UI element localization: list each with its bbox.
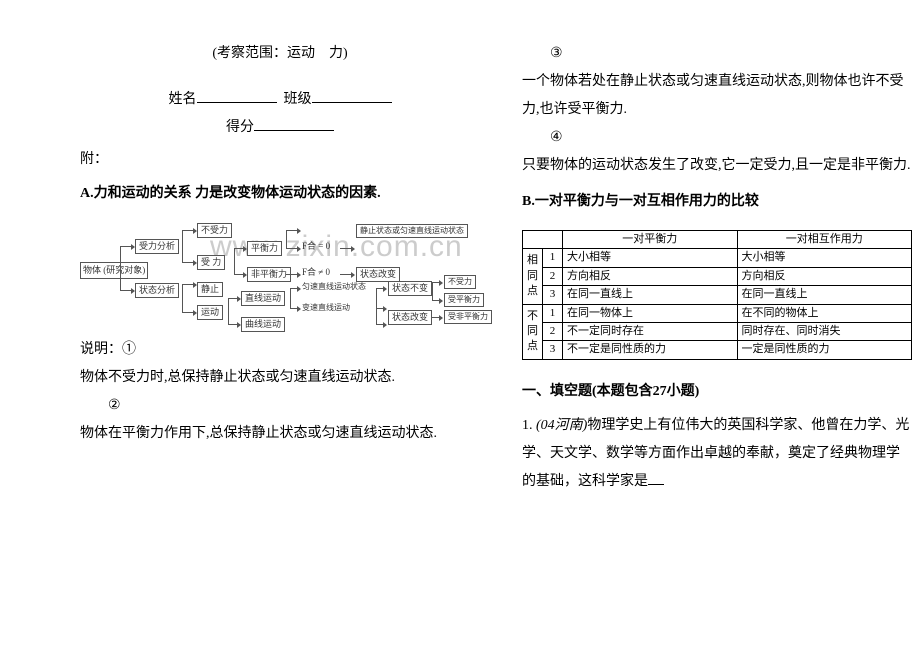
d-rr1: 不受力 (444, 275, 476, 289)
d-r1: 静止状态或匀速直线运动状态 (356, 224, 468, 238)
table-row: 3 不一定是同性质的力 一定是同性质的力 (523, 341, 912, 359)
table-row: 2 方向相反 方向相反 (523, 267, 912, 285)
d-b1b1: 平衡力 (247, 241, 282, 256)
diagram-root: 物体 (研究对象) (80, 262, 148, 279)
note-m4: ④ (522, 124, 912, 152)
th-a: 一对平衡力 (563, 231, 738, 249)
q1-prefix: 1. (522, 418, 536, 433)
th-blank (523, 231, 563, 249)
group-same: 相同点 (523, 249, 543, 304)
concept-diagram: www.zixin.com.cn 物体 (研究对象) 受力分析 状态分析 不受力… (80, 222, 480, 332)
score-label: 得分 (226, 120, 254, 135)
table-row: 相同点 1 大小相等 大小相等 (523, 249, 912, 267)
d-b2b1b: 变速直线运动 (302, 304, 350, 313)
d-b2b2: 曲线运动 (241, 317, 285, 332)
table-row: 一对平衡力 一对相互作用力 (523, 231, 912, 249)
exam-scope: (考察范围：运动 力) (80, 40, 480, 68)
section-1-title: 一、填空题(本题包含27小题) (522, 378, 912, 406)
d-b1b: 受 力 (197, 255, 225, 270)
class-blank (312, 86, 392, 103)
section-a-title: A.力和运动的关系 力是改变物体运动状态的因素. (80, 180, 480, 208)
right-column: ③ 一个物体若处在静止状态或匀速直线运动状态,则物体也许不受力,也许受平衡力. … (522, 40, 912, 631)
d-rr2: 受平衡力 (444, 293, 484, 307)
q1-source: (04河南) (536, 418, 587, 433)
d-r2: 状态改变 (356, 267, 400, 282)
left-column: (考察范围：运动 力) 姓名 班级 得分 附： A.力和运动的关系 力是改变物体… (80, 40, 480, 631)
name-class-line: 姓名 班级 (80, 86, 480, 114)
group-diff: 不同点 (523, 304, 543, 359)
note-3: 一个物体若处在静止状态或匀速直线运动状态,则物体也许不受力,也许受平衡力. (522, 68, 912, 124)
d-fb0: F合 = 0 (302, 242, 330, 252)
note-m3: ③ (522, 40, 912, 68)
table-row: 不同点 1 在同一物体上 在不同的物体上 (523, 304, 912, 322)
section-b-title: B.一对平衡力与一对互相作用力的比较 (522, 188, 912, 216)
attach-label: 附： (80, 146, 480, 174)
d-b2b1: 直线运动 (241, 291, 285, 306)
page-root: (考察范围：运动 力) 姓名 班级 得分 附： A.力和运动的关系 力是改变物体… (0, 0, 920, 651)
d-rr3: 受非平衡力 (444, 310, 492, 324)
d-b1a: 不受力 (197, 223, 232, 238)
d-b1: 受力分析 (135, 239, 179, 254)
th-b: 一对相互作用力 (737, 231, 912, 249)
note-2: 物体在平衡力作用下,总保持静止状态或匀速直线运动状态. (80, 420, 480, 448)
question-1: 1. (04河南)物理学史上有位伟大的英国科学家、他曾在力学、光学、天文学、数学… (522, 412, 912, 496)
q1-blank (648, 468, 664, 485)
table-row: 3 在同一直线上 在同一直线上 (523, 286, 912, 304)
note-m2: ② (80, 392, 480, 420)
d-b1b2: 非平衡力 (247, 267, 291, 282)
comparison-table: 一对平衡力 一对相互作用力 相同点 1 大小相等 大小相等 2 方向相反 方向相… (522, 230, 912, 360)
d-r3b: 状态改变 (388, 310, 432, 325)
d-fbn: F合 ≠ 0 (302, 268, 330, 278)
d-b2b: 运动 (197, 305, 223, 320)
class-label: 班级 (284, 92, 312, 107)
d-b2: 状态分析 (135, 283, 179, 298)
note-4: 只要物体的运动状态发生了改变,它一定受力,且一定是非平衡力. (522, 152, 912, 180)
score-line: 得分 (80, 114, 480, 142)
note-1: 物体不受力时,总保持静止状态或匀速直线运动状态. (80, 364, 480, 392)
d-b2a: 静止 (197, 282, 223, 297)
name-blank (197, 86, 277, 103)
name-label: 姓名 (169, 92, 197, 107)
d-b2b1a: 匀速直线运动状态 (302, 283, 366, 292)
score-blank (254, 114, 334, 131)
notes-intro: 说明：① (80, 336, 480, 364)
d-r3a: 状态不变 (388, 281, 432, 296)
table-row: 2 不一定同时存在 同时存在、同时消失 (523, 322, 912, 340)
